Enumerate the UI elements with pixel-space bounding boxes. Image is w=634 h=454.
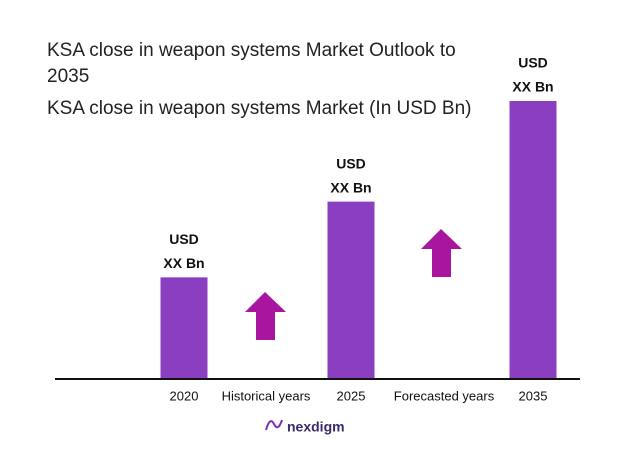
chart-subtitle: KSA close in weapon systems Market (In U… [47, 98, 472, 119]
bar [160, 277, 208, 378]
up-arrow [421, 229, 462, 277]
bar [327, 201, 375, 378]
value-label: USD [336, 155, 366, 171]
value-label: XX Bn [163, 255, 204, 271]
value-label: XX Bn [512, 79, 553, 95]
x-tick-label: 2020 [170, 388, 199, 403]
annotation: Historical years [222, 388, 311, 403]
x-tick-label: 2025 [337, 388, 366, 403]
logo-icon [265, 419, 283, 431]
annotation: Forecasted years [394, 388, 495, 403]
bar [509, 101, 557, 378]
value-label: USD [169, 231, 199, 247]
x-tick-label: 2035 [519, 388, 548, 403]
brand: nexdigm [287, 419, 345, 435]
up-arrow [245, 292, 286, 340]
chart-title: KSA close in weapon systems Market Outlo… [47, 40, 456, 87]
value-label: XX Bn [330, 179, 371, 195]
value-label: USD [518, 55, 548, 71]
